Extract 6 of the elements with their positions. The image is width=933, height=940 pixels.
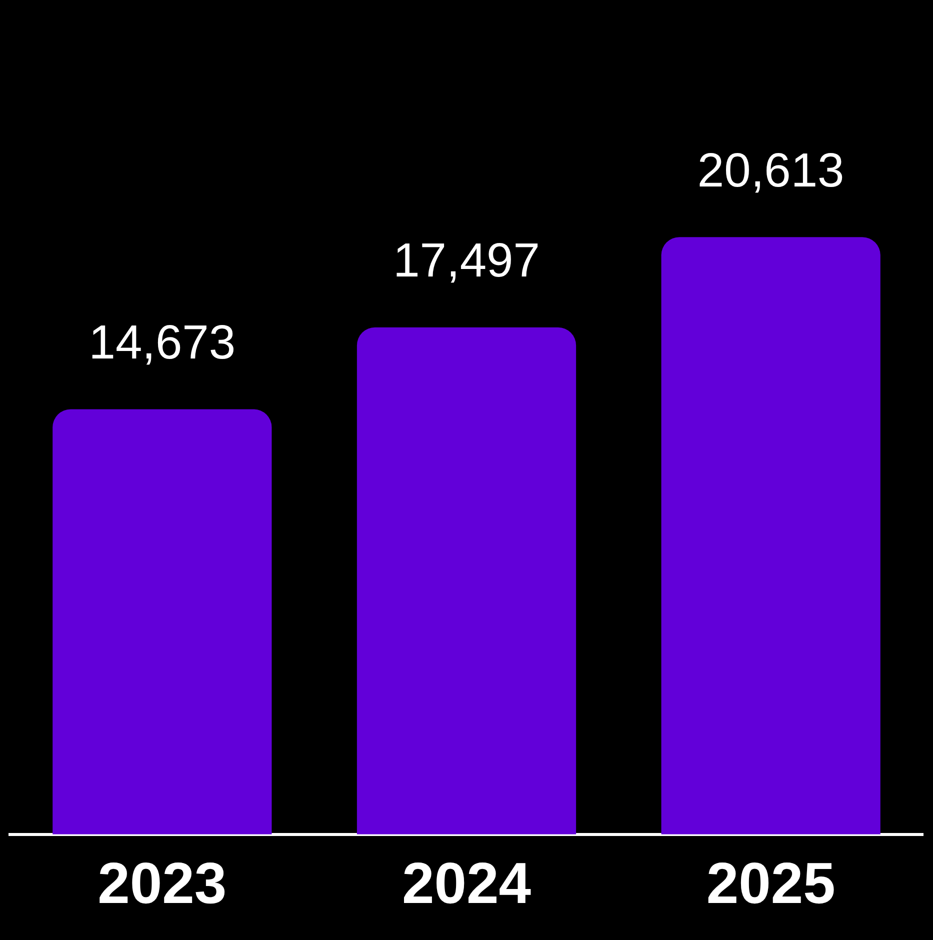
- data-label: 14,673: [88, 316, 236, 370]
- x-tick-label: 2025: [706, 851, 836, 916]
- x-tick-label: 2024: [402, 851, 532, 916]
- x-tick-label: 2023: [98, 851, 227, 916]
- data-label: 20,613: [697, 144, 844, 198]
- data-label: 17,497: [393, 234, 540, 288]
